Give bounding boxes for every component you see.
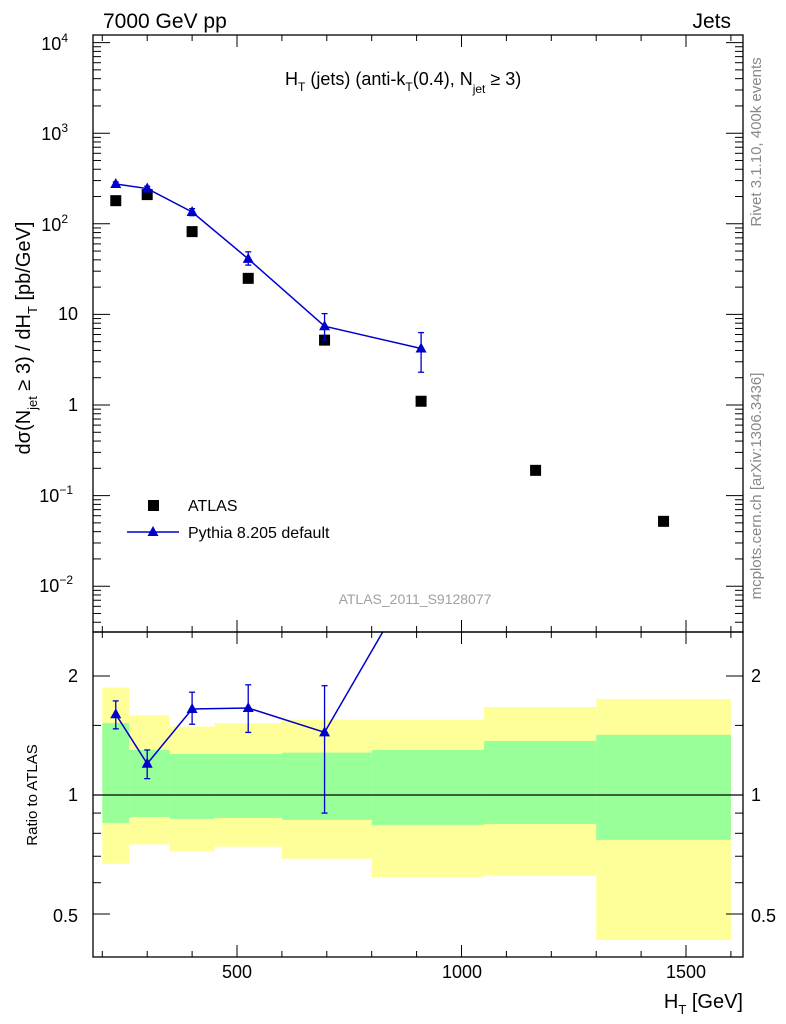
ratio-band-inner-bin bbox=[102, 723, 130, 823]
ratio-tick-label-left-1: 1 bbox=[68, 785, 78, 805]
rivet-version-label: Rivet 3.1.10, 400k events bbox=[748, 57, 765, 226]
atlas-data-point bbox=[658, 515, 670, 527]
ratio-tick-label-right-1: 1 bbox=[751, 785, 761, 805]
header-jets-label: Jets bbox=[692, 10, 731, 33]
y-tick-label-1e4: 104 bbox=[41, 31, 68, 54]
x-tick-label-1500: 1500 bbox=[666, 962, 706, 982]
analysis-watermark: ATLAS_2011_S9128077 bbox=[339, 591, 492, 607]
mcplots-reference-label: mcplots.cern.ch [arXiv:1306.3436] bbox=[748, 373, 765, 600]
ratio-tick-label-left-0.5: 0.5 bbox=[53, 906, 78, 926]
ratio-data-point bbox=[110, 708, 122, 719]
atlas-data-point bbox=[186, 226, 198, 238]
atlas-data-point bbox=[530, 464, 542, 476]
y-tick-label-1: 1 bbox=[68, 395, 78, 415]
atlas-data-point bbox=[141, 189, 153, 201]
x-axis-label: HT [GeV] bbox=[664, 991, 743, 1017]
legend: ATLAS Pythia 8.205 default bbox=[127, 498, 330, 542]
ratio-band-inner-bin bbox=[169, 753, 215, 819]
ratio-y-axis-label: Ratio to ATLAS bbox=[24, 744, 41, 845]
ratio-data-point bbox=[242, 701, 254, 712]
atlas-data-point bbox=[110, 195, 122, 207]
pythia-series-line bbox=[115, 183, 422, 350]
ratio-band-inner-bin bbox=[596, 734, 731, 840]
legend-marker-atlas bbox=[148, 500, 159, 511]
y-tick-label-1e-1: 10−1 bbox=[39, 483, 73, 506]
main-y-axis-label: dσ(Njet ≥ 3) / dHT [pb/GeV] bbox=[13, 222, 40, 455]
pythia-data-point bbox=[415, 342, 427, 353]
y-tick-label-1e-2: 10−2 bbox=[39, 573, 73, 596]
ratio-band-inner-bin bbox=[214, 753, 282, 818]
ratio-band-inner-bin bbox=[371, 749, 484, 825]
x-tick-label-1000: 1000 bbox=[442, 962, 482, 982]
x-tick-label-500: 500 bbox=[222, 962, 252, 982]
main-y-tick-labels: 104 103 102 10 1 10−1 10−2 bbox=[39, 31, 78, 596]
axis-ticks bbox=[93, 35, 743, 957]
legend-marker-pythia bbox=[147, 526, 159, 536]
ratio-data-point bbox=[416, 560, 427, 570]
y-tick-label-10: 10 bbox=[58, 304, 78, 324]
ratio-band-inner bbox=[102, 723, 731, 840]
ratio-series-line bbox=[115, 632, 384, 765]
ratio-tick-label-left-2: 2 bbox=[68, 666, 78, 686]
ratio-tick-label-right-0.5: 0.5 bbox=[751, 906, 776, 926]
main-plot-frame bbox=[92, 34, 744, 633]
legend-label-atlas: ATLAS bbox=[188, 498, 238, 515]
atlas-data-point bbox=[242, 272, 254, 284]
ratio-data-point bbox=[141, 757, 153, 768]
pythia-data-point bbox=[319, 320, 331, 331]
pythia-data-point bbox=[110, 177, 122, 188]
pythia-data-point bbox=[141, 182, 153, 193]
atlas-data-point bbox=[415, 395, 427, 407]
ratio-band-inner-bin bbox=[281, 752, 372, 820]
plot-title: HT (jets) (anti-kT(0.4), Njet ≥ 3) bbox=[285, 69, 521, 96]
ratio-data-point bbox=[319, 726, 331, 737]
pythia-data-point bbox=[242, 252, 254, 263]
pythia-data-point bbox=[186, 205, 198, 216]
ratio-tick-label-right-2: 2 bbox=[751, 666, 761, 686]
y-tick-label-1e2: 102 bbox=[41, 212, 68, 235]
y-tick-label-1e3: 103 bbox=[41, 121, 68, 144]
ratio-data-point bbox=[186, 703, 198, 714]
ratio-band-inner-bin bbox=[483, 740, 597, 824]
header-energy-label: 7000 GeV pp bbox=[103, 10, 227, 33]
legend-label-pythia: Pythia 8.205 default bbox=[188, 525, 330, 542]
